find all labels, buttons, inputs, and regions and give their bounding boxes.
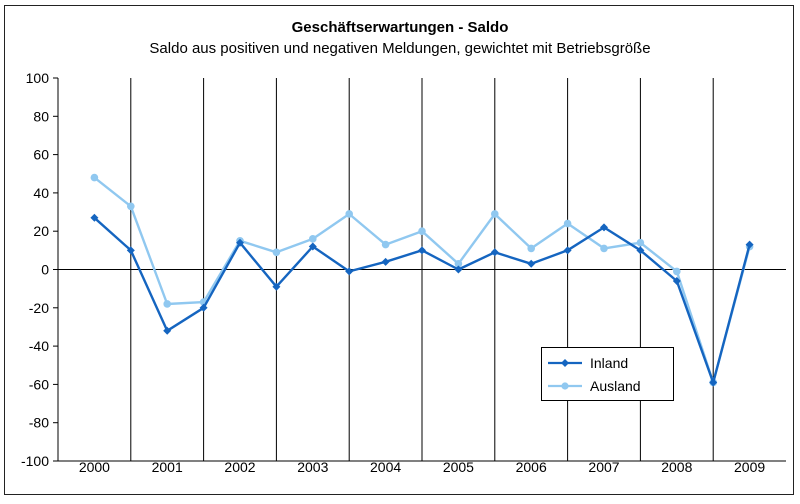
data-point-inland: [527, 259, 536, 268]
x-tick-label: 2006: [516, 459, 547, 475]
data-point-ausland: [345, 210, 354, 218]
x-tick-label: 2003: [297, 459, 328, 475]
chart-frame: [4, 5, 794, 495]
y-axis-ticks: 100 80 60 40 20 0 -20 -40 -60 -80 -100: [21, 70, 58, 469]
data-point-inland: [636, 246, 645, 255]
y-tick-label: 20: [33, 223, 49, 239]
data-point-ausland: [636, 238, 645, 247]
x-tick-label: 2007: [588, 459, 619, 475]
x-axis-labels: 2000 2001 2002 2003 2004 2005 2006 2007 2008 2009: [79, 459, 766, 475]
y-tick-label: -40: [29, 338, 49, 354]
x-tick-label: 2004: [370, 459, 401, 475]
x-tick-label: 2008: [661, 459, 692, 475]
data-point-inland: [563, 246, 572, 255]
data-point-ausland: [309, 235, 317, 243]
data-point-inland: [709, 378, 718, 387]
y-tick-label: 60: [33, 147, 49, 163]
data-point-ausland: [527, 244, 535, 253]
x-tick-label: 2005: [443, 459, 474, 475]
data-point-inland: [381, 257, 390, 266]
data-point-inland: [672, 276, 681, 285]
data-point-ausland: [163, 300, 171, 308]
data-point-ausland: [491, 210, 499, 218]
data-point-ausland: [418, 227, 426, 235]
data-point-inland: [272, 282, 281, 291]
y-tick-label: 40: [33, 185, 49, 201]
y-tick-label: -20: [29, 300, 49, 316]
legend-swatch-ausland: [548, 382, 582, 390]
y-tick-label: 100: [26, 70, 50, 86]
y-tick-label: 80: [33, 108, 49, 124]
data-point-ausland: [563, 219, 572, 228]
data-point-ausland: [127, 202, 135, 211]
legend-item-inland: Inland: [548, 353, 628, 373]
data-point-ausland: [600, 244, 608, 253]
data-point-inland: [199, 303, 208, 312]
data-point-ausland: [673, 267, 681, 276]
chart-subtitle: Saldo aus positiven und negativen Meldun…: [149, 40, 651, 57]
data-point-inland: [236, 238, 244, 247]
data-point-inland: [418, 246, 426, 255]
data-point-inland: [600, 223, 608, 232]
data-point-inland: [163, 326, 172, 335]
x-tick-label: 2001: [152, 459, 183, 475]
x-tick-label: 2009: [734, 459, 765, 475]
x-tick-label: 2000: [79, 459, 110, 475]
data-point-inland: [90, 213, 99, 222]
data-point-ausland: [454, 259, 463, 268]
y-tick-label: -80: [29, 415, 49, 431]
data-point-inland: [454, 265, 463, 274]
data-point-ausland: [272, 248, 281, 257]
legend: Inland Ausland: [541, 347, 674, 401]
data-point-inland: [126, 246, 135, 255]
data-point-ausland: [90, 173, 99, 182]
data-point-inland: [490, 248, 499, 257]
y-tick-label: -100: [21, 453, 49, 469]
data-point-ausland: [381, 240, 390, 249]
legend-label-ausland: Ausland: [590, 378, 641, 394]
y-tick-label: 0: [41, 262, 49, 278]
legend-item-ausland: Ausland: [548, 376, 641, 396]
x-tick-label: 2002: [224, 459, 255, 475]
legend-swatch-inland: [548, 359, 582, 367]
data-point-inland: [308, 242, 317, 251]
chart-title: Geschäftserwartungen - Saldo: [291, 19, 509, 36]
data-point-inland: [345, 267, 354, 276]
y-tick-label: -60: [29, 376, 49, 392]
series-lines: [90, 173, 754, 387]
legend-label-inland: Inland: [590, 355, 629, 371]
data-point-inland: [745, 240, 754, 249]
